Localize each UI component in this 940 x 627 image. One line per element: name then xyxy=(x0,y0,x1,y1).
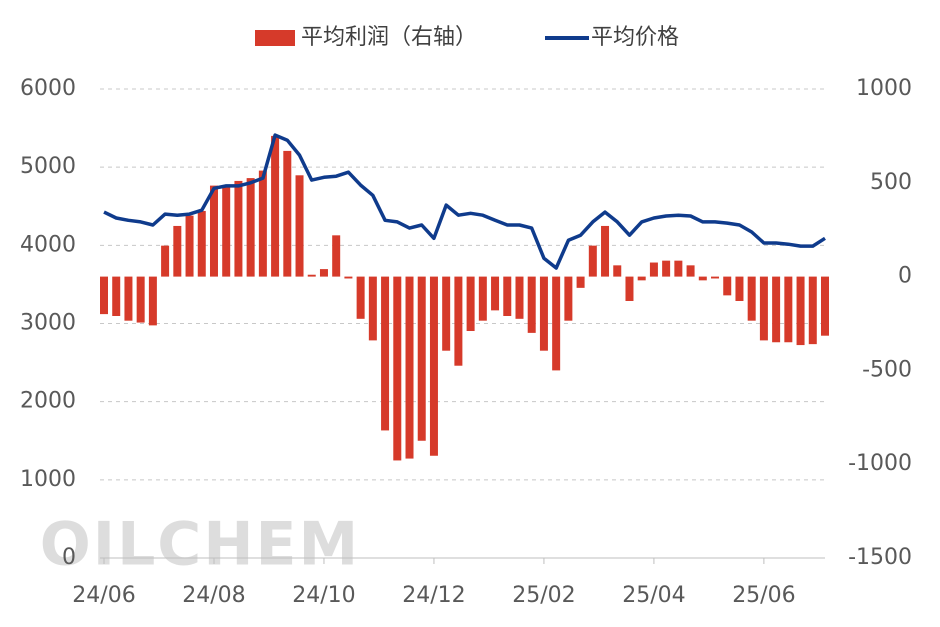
bar xyxy=(515,276,524,319)
bar xyxy=(112,276,121,316)
legend-swatch xyxy=(255,30,295,46)
bar xyxy=(784,276,793,343)
bar xyxy=(283,150,292,277)
bar xyxy=(662,260,671,277)
bar xyxy=(197,210,206,277)
x-tick-label: 25/04 xyxy=(622,583,685,608)
x-tick-label: 24/08 xyxy=(182,583,245,608)
bar xyxy=(625,276,634,301)
bar xyxy=(246,178,255,277)
bar xyxy=(222,185,231,277)
y-tick-label: 2000 xyxy=(20,389,76,414)
bar xyxy=(429,276,438,456)
legend-label: 平均利润（右轴） xyxy=(301,25,477,50)
bar xyxy=(307,274,316,277)
bar xyxy=(295,175,304,277)
bar xyxy=(454,276,463,366)
bar xyxy=(478,276,487,321)
bar xyxy=(100,276,108,315)
bar xyxy=(319,269,328,277)
y-tick-label: 6000 xyxy=(20,76,76,101)
y2-tick-label: -1000 xyxy=(848,451,912,476)
legend: 平均利润（右轴） 平均价格 xyxy=(255,25,679,50)
bar xyxy=(161,245,170,277)
bar xyxy=(821,276,829,336)
y-tick-label: 1000 xyxy=(20,467,76,492)
bar xyxy=(637,276,646,281)
bar xyxy=(527,276,536,333)
legend-label: 平均价格 xyxy=(591,25,679,50)
bar xyxy=(344,276,353,279)
price-line xyxy=(103,133,826,270)
bar xyxy=(564,276,573,321)
bar xyxy=(601,225,610,277)
bar xyxy=(234,180,243,277)
bar xyxy=(466,276,475,332)
y-tick-label: 0 xyxy=(62,545,76,570)
bar xyxy=(332,235,341,277)
bar xyxy=(735,276,744,301)
x-tick-label: 25/06 xyxy=(732,583,795,608)
bar xyxy=(356,276,365,319)
bar xyxy=(588,245,597,277)
bar xyxy=(576,276,585,288)
bar xyxy=(417,276,426,441)
bar xyxy=(711,276,720,279)
watermark: OILCHEM xyxy=(40,510,361,580)
bar xyxy=(723,276,732,296)
bar xyxy=(674,260,683,277)
bar xyxy=(808,276,817,345)
bar xyxy=(539,276,548,351)
bar xyxy=(649,262,658,277)
bar xyxy=(271,135,280,277)
y-tick-label: 5000 xyxy=(20,154,76,179)
bar xyxy=(136,276,145,323)
bar xyxy=(491,276,500,311)
y2-tick-label: -500 xyxy=(862,357,912,382)
x-tick-label: 25/02 xyxy=(512,583,575,608)
bar xyxy=(185,215,194,277)
bar xyxy=(552,276,561,371)
y2-tick-label: 0 xyxy=(898,264,912,289)
bar xyxy=(747,276,756,321)
bar xyxy=(796,276,805,346)
x-tick-label: 24/12 xyxy=(402,583,465,608)
x-tick-label: 24/10 xyxy=(292,583,355,608)
bar xyxy=(405,276,414,459)
y2-tick-label: -1500 xyxy=(848,545,912,570)
bar xyxy=(686,265,695,277)
bar xyxy=(368,276,377,341)
x-tick-label: 24/06 xyxy=(72,583,135,608)
y-tick-label: 3000 xyxy=(20,311,76,336)
bar xyxy=(173,225,182,277)
bar xyxy=(759,276,768,341)
bar xyxy=(258,170,267,277)
bar xyxy=(772,276,781,343)
y2-tick-label: 1000 xyxy=(856,76,912,101)
bar xyxy=(613,265,622,277)
bar xyxy=(148,276,157,326)
bar xyxy=(698,276,707,281)
y-tick-label: 4000 xyxy=(20,232,76,257)
bar xyxy=(209,185,218,277)
y2-tick-label: 500 xyxy=(870,170,912,195)
bar xyxy=(381,276,390,431)
bar xyxy=(393,276,402,461)
bar xyxy=(503,276,512,316)
bar xyxy=(124,276,133,321)
bar xyxy=(442,276,451,351)
